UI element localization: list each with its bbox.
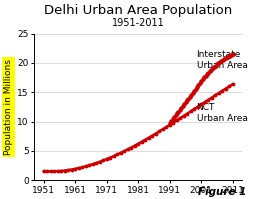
Text: NCT
Urban Area: NCT Urban Area [197,103,247,123]
Title: Delhi Urban Area Population: Delhi Urban Area Population [44,4,232,17]
Y-axis label: Population in Millions: Population in Millions [4,59,13,155]
Text: Interstate
Urban Area: Interstate Urban Area [197,50,247,70]
Text: Figure 1: Figure 1 [198,187,246,197]
Text: 1951-2011: 1951-2011 [112,18,165,28]
